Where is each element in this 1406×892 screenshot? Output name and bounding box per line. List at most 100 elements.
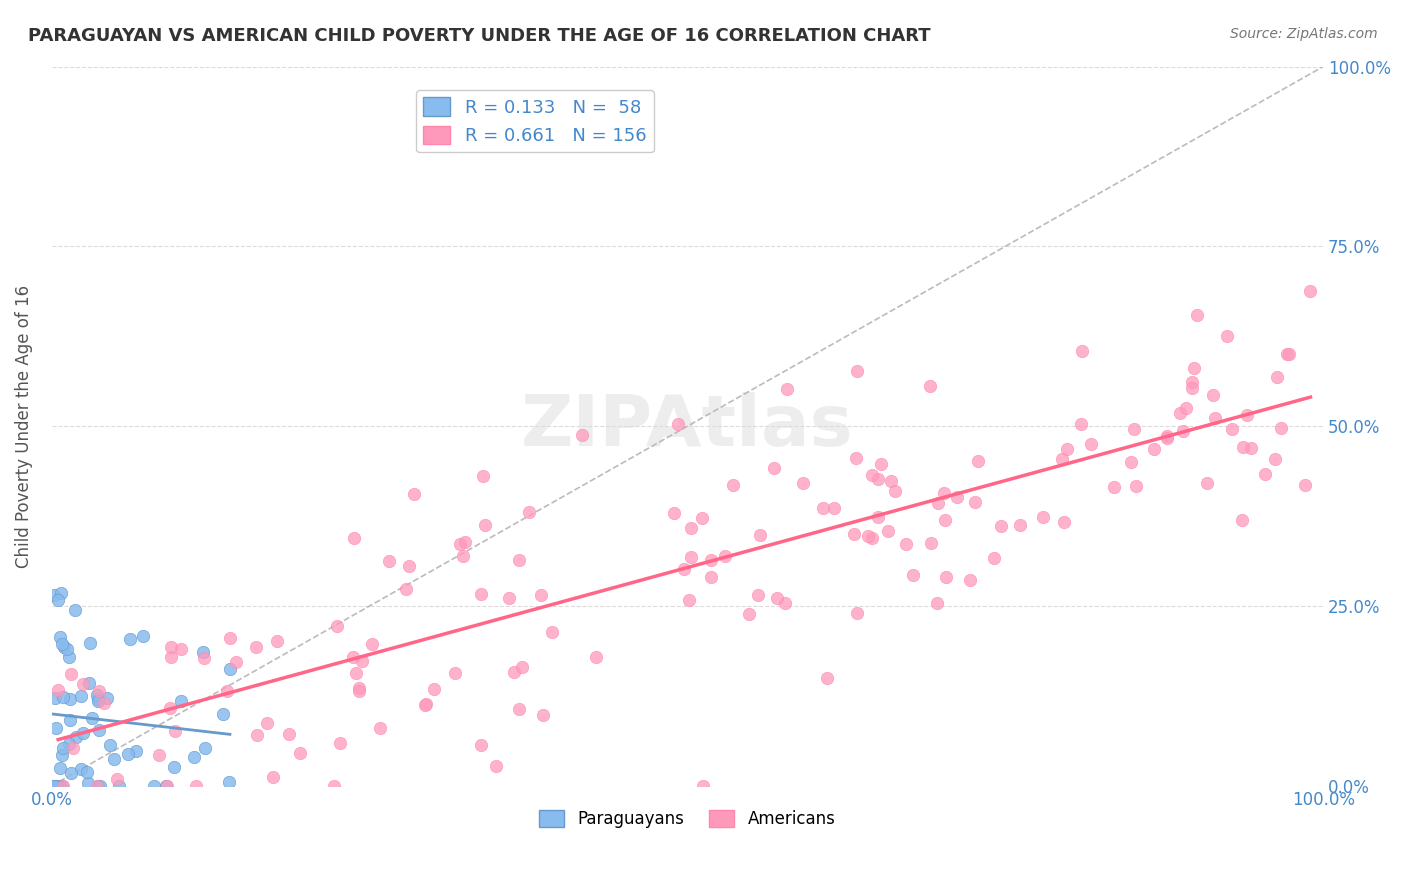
Point bbox=[896, 537, 918, 551]
Point bbox=[77, 775, 100, 789]
Point bbox=[93, 697, 115, 711]
Point bbox=[423, 682, 446, 697]
Point bbox=[1125, 479, 1147, 493]
Point bbox=[79, 635, 101, 649]
Point bbox=[498, 591, 520, 606]
Point bbox=[89, 779, 111, 793]
Point bbox=[191, 645, 214, 659]
Point bbox=[721, 477, 744, 491]
Point bbox=[1173, 424, 1195, 438]
Point bbox=[69, 762, 91, 776]
Point bbox=[1070, 343, 1092, 358]
Point bbox=[59, 766, 82, 780]
Point bbox=[256, 716, 278, 731]
Point bbox=[946, 491, 969, 505]
Point bbox=[326, 619, 349, 633]
Point bbox=[159, 701, 181, 715]
Point bbox=[105, 772, 128, 786]
Point bbox=[350, 654, 373, 668]
Point bbox=[266, 634, 288, 648]
Point bbox=[65, 731, 87, 745]
Point bbox=[87, 684, 110, 698]
Point bbox=[342, 649, 364, 664]
Point bbox=[517, 504, 540, 518]
Point bbox=[402, 487, 425, 501]
Point bbox=[70, 690, 93, 704]
Point bbox=[925, 596, 948, 610]
Point bbox=[118, 632, 141, 646]
Point bbox=[845, 451, 868, 466]
Point bbox=[1181, 381, 1204, 395]
Point bbox=[288, 746, 311, 760]
Point bbox=[1102, 480, 1125, 494]
Point bbox=[89, 723, 111, 737]
Point bbox=[58, 650, 80, 665]
Point bbox=[170, 642, 193, 657]
Point bbox=[1265, 369, 1288, 384]
Point bbox=[714, 549, 737, 563]
Point bbox=[96, 690, 118, 705]
Point bbox=[160, 640, 183, 655]
Legend: Paraguayans, Americans: Paraguayans, Americans bbox=[533, 804, 842, 835]
Point bbox=[125, 744, 148, 758]
Point bbox=[48, 593, 70, 607]
Point bbox=[349, 681, 371, 695]
Point bbox=[183, 749, 205, 764]
Point bbox=[880, 475, 903, 489]
Point bbox=[225, 655, 247, 669]
Point bbox=[585, 649, 607, 664]
Point bbox=[846, 364, 869, 378]
Point bbox=[454, 535, 477, 549]
Point bbox=[866, 472, 889, 486]
Point bbox=[1070, 417, 1092, 431]
Point bbox=[474, 517, 496, 532]
Point bbox=[86, 689, 108, 703]
Point bbox=[155, 779, 177, 793]
Point bbox=[1294, 477, 1316, 491]
Point bbox=[48, 779, 70, 793]
Point bbox=[343, 531, 366, 545]
Point bbox=[692, 779, 714, 793]
Point bbox=[1174, 401, 1197, 416]
Point bbox=[678, 593, 700, 607]
Point bbox=[103, 752, 125, 766]
Point bbox=[80, 711, 103, 725]
Point bbox=[277, 727, 299, 741]
Point bbox=[378, 554, 401, 568]
Point bbox=[87, 691, 110, 706]
Point bbox=[184, 779, 207, 793]
Point bbox=[1216, 329, 1239, 343]
Point bbox=[323, 779, 346, 793]
Point bbox=[219, 662, 242, 676]
Text: PARAGUAYAN VS AMERICAN CHILD POVERTY UNDER THE AGE OF 16 CORRELATION CHART: PARAGUAYAN VS AMERICAN CHILD POVERTY UND… bbox=[28, 27, 931, 45]
Point bbox=[60, 667, 83, 681]
Point bbox=[246, 728, 269, 742]
Point bbox=[49, 630, 72, 644]
Point bbox=[1052, 452, 1074, 467]
Point bbox=[72, 726, 94, 740]
Point bbox=[1277, 347, 1299, 361]
Point bbox=[530, 588, 553, 602]
Point bbox=[815, 671, 838, 685]
Y-axis label: Child Poverty Under the Age of 16: Child Poverty Under the Age of 16 bbox=[15, 285, 32, 567]
Point bbox=[329, 736, 352, 750]
Point bbox=[763, 461, 786, 475]
Point bbox=[1156, 429, 1178, 443]
Point bbox=[963, 495, 986, 509]
Point bbox=[218, 775, 240, 789]
Point bbox=[49, 761, 72, 775]
Point bbox=[86, 779, 108, 793]
Point bbox=[1230, 513, 1253, 527]
Point bbox=[876, 524, 898, 538]
Point bbox=[42, 779, 65, 793]
Point bbox=[1185, 308, 1208, 322]
Point bbox=[662, 506, 685, 520]
Point bbox=[368, 722, 391, 736]
Point bbox=[344, 665, 367, 680]
Point bbox=[100, 738, 122, 752]
Point bbox=[934, 485, 956, 500]
Point bbox=[215, 684, 238, 698]
Point bbox=[143, 779, 166, 793]
Point bbox=[470, 586, 492, 600]
Point bbox=[470, 739, 492, 753]
